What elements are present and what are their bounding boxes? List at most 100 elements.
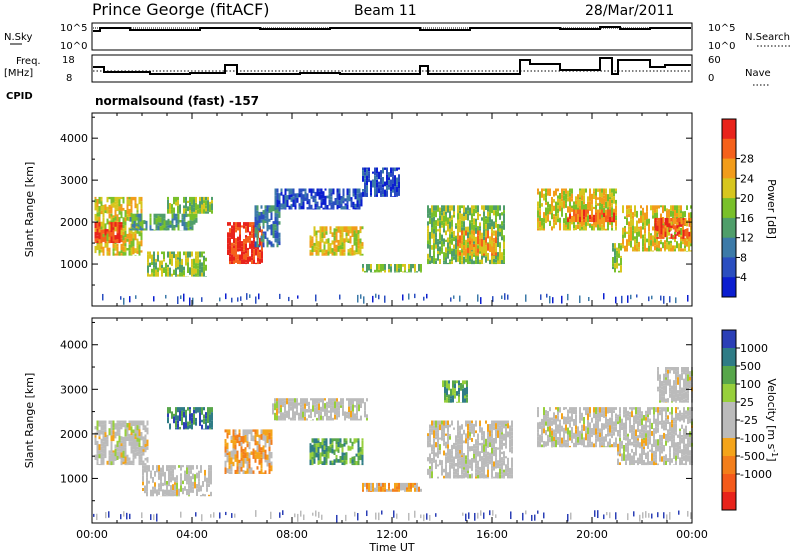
echo-cell: [129, 513, 131, 520]
echo-cell: [495, 423, 497, 430]
echo-cell: [465, 455, 467, 460]
echo-cell: [189, 226, 192, 230]
echo-cell: [687, 393, 689, 401]
echo-cell: [177, 255, 179, 258]
echo-cell: [333, 248, 336, 252]
echo-cell: [254, 439, 257, 443]
echo-cell: [537, 407, 539, 410]
echo-cell: [557, 198, 559, 203]
echo-cell: [156, 513, 158, 522]
echo-cell: [573, 204, 575, 211]
echo-cell: [688, 212, 690, 218]
echo-cell: [557, 208, 559, 214]
echo-cell: [487, 461, 489, 464]
echo-cell: [623, 436, 625, 441]
echo-cell: [138, 454, 141, 460]
echo-cell: [611, 429, 613, 434]
echo-cell: [237, 227, 239, 231]
echo-cell: [489, 424, 491, 431]
echo-cell: [467, 438, 469, 442]
echo-cell: [234, 429, 237, 433]
echo-cell: [555, 432, 557, 440]
echo-cell: [355, 241, 358, 248]
echo-cell: [384, 487, 386, 490]
echo-cell: [457, 205, 459, 214]
echo-cell: [266, 435, 269, 444]
echo-cell: [651, 513, 653, 519]
echo-cell: [158, 487, 160, 492]
echo-cell: [374, 186, 376, 189]
echo-cell: [288, 296, 290, 302]
echo-cell: [309, 252, 312, 256]
echo-cell: [666, 208, 668, 211]
echo-cell: [124, 447, 127, 455]
echo-cell: [679, 389, 681, 397]
echo-cell: [683, 434, 685, 437]
echo-cell: [331, 445, 334, 449]
echo-cell: [481, 460, 483, 468]
echo-cell: [199, 262, 201, 270]
echo-cell: [665, 434, 667, 441]
echo-cell: [180, 465, 182, 471]
echo-cell: [124, 230, 127, 238]
echo-cell: [685, 414, 687, 419]
echo-cell: [665, 414, 667, 418]
echo-cell: [609, 206, 611, 211]
echo-cell: [653, 439, 655, 447]
echo-cell: [577, 209, 579, 215]
echo-cell: [245, 222, 247, 227]
echo-cell: [652, 235, 654, 241]
echo-cell: [116, 246, 119, 254]
echo-cell: [390, 271, 392, 273]
echo-cell: [641, 425, 643, 433]
echo-cell: [643, 438, 645, 441]
echo-cell: [680, 248, 682, 252]
echo-cell: [361, 242, 364, 247]
echo-cell: [118, 442, 121, 445]
echo-cell: [197, 268, 199, 276]
echo-cell: [459, 255, 461, 263]
echo-cell: [493, 237, 495, 243]
echo-cell: [388, 180, 390, 185]
echo-cell: [135, 295, 137, 299]
echo-cell: [255, 510, 257, 517]
echo-cell: [575, 407, 577, 410]
echo-cell: [108, 247, 111, 253]
echo-cell: [352, 188, 355, 194]
echo-cell: [674, 234, 677, 238]
echo-cell: [163, 259, 165, 262]
echo-cell: [429, 514, 431, 521]
echo-cell: [615, 512, 617, 520]
echo-cell: [618, 253, 620, 258]
echo-cell: [449, 470, 451, 475]
echo-cell: [467, 205, 469, 211]
echo-cell: [190, 476, 192, 483]
echo-cell: [253, 232, 255, 240]
echo-cell: [359, 238, 362, 241]
echo-cell: [439, 444, 441, 451]
echo-cell: [207, 415, 209, 423]
echo-cell: [565, 213, 567, 216]
echo-cell: [343, 238, 346, 244]
echo-cell: [509, 447, 511, 453]
echo-cell: [339, 237, 342, 245]
echo-cell: [557, 430, 559, 434]
echo-cell: [380, 490, 382, 492]
echo-cell: [587, 441, 589, 448]
colorbar-tick-label: 24: [740, 172, 754, 185]
echo-cell: [673, 451, 675, 459]
colorbar-tick-label: -1000: [740, 468, 772, 481]
echo-cell: [102, 435, 105, 442]
echo-cell: [663, 420, 665, 425]
echo-cell: [151, 254, 153, 262]
echo-cell: [683, 448, 685, 456]
echo-cell: [491, 463, 493, 466]
echo-cell: [493, 476, 495, 479]
echo-cell: [455, 477, 457, 479]
echo-cell: [540, 294, 542, 300]
echo-cell: [657, 421, 659, 424]
echo-cell: [647, 407, 649, 415]
echo-cell: [153, 229, 156, 231]
echo-cell: [116, 203, 119, 208]
echo-cell: [653, 417, 655, 424]
